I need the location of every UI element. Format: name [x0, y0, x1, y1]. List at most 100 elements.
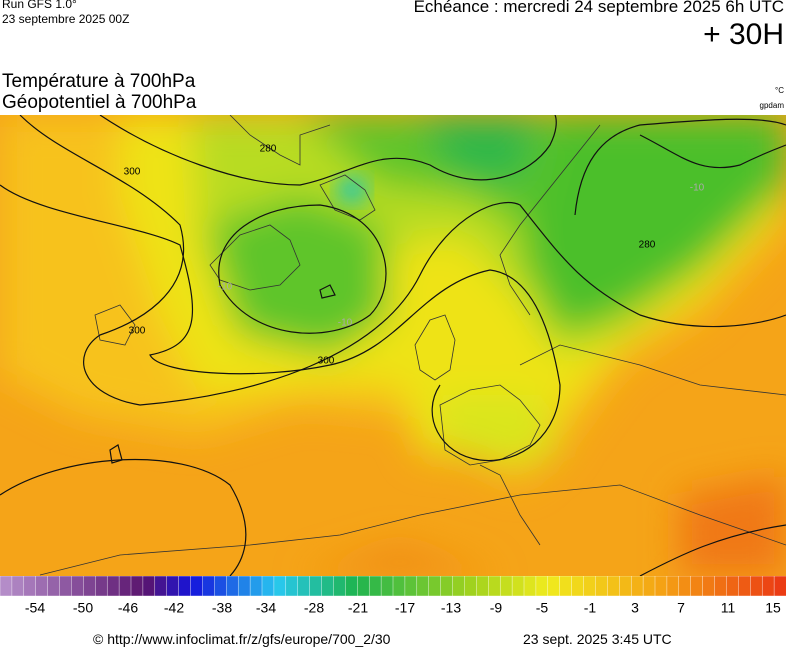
- colorbar: -54 -50 -46 -42 -38 -34 -28 -21 -17 -13 -9 -5 -1 3 7 11…: [0, 576, 786, 616]
- colorbar-label: -50: [73, 600, 93, 616]
- run-label: Run GFS 1.0°: [2, 0, 77, 11]
- color-swatch: [726, 576, 739, 597]
- footer-url: © http://www.infoclimat.fr/z/gfs/europe/…: [93, 631, 391, 647]
- color-swatch: [357, 576, 370, 597]
- colorbar-label: 3: [631, 600, 639, 616]
- title-geopotential: Géopotentiel à 700hPa: [2, 92, 197, 113]
- footer-timestamp: 23 sept. 2025 3:45 UTC: [523, 631, 672, 647]
- color-swatch: [202, 576, 215, 597]
- color-swatch: [71, 576, 84, 597]
- cold-core: [336, 176, 368, 204]
- contour-label: 280: [639, 240, 656, 251]
- color-swatch: [607, 576, 620, 597]
- color-swatch: [464, 576, 477, 597]
- colorbar-label: -38: [212, 600, 232, 616]
- color-swatch: [249, 576, 263, 597]
- color-swatch: [583, 576, 596, 597]
- color-swatch: [595, 576, 608, 597]
- color-swatch: [214, 576, 227, 597]
- color-swatch: [368, 576, 382, 597]
- contour-label: -10: [218, 282, 233, 293]
- color-swatch: [654, 576, 668, 597]
- colorbar-label: -54: [25, 600, 45, 616]
- color-swatch: [11, 576, 25, 597]
- color-swatch: [452, 576, 465, 597]
- color-swatch: [95, 576, 108, 597]
- color-swatch: [619, 576, 632, 597]
- color-swatch: [738, 576, 751, 597]
- color-swatch: [345, 576, 358, 597]
- color-swatch: [416, 576, 430, 597]
- color-swatch: [761, 576, 775, 597]
- geopotential-contours: [0, 115, 786, 576]
- colorbar-label: -46: [118, 600, 138, 616]
- color-swatch: [273, 576, 287, 597]
- color-swatch: [523, 576, 537, 597]
- color-swatch: [59, 576, 72, 597]
- color-swatch: [261, 576, 275, 597]
- lead-time: + 30H: [703, 18, 784, 51]
- contour-label: 300: [318, 356, 335, 367]
- color-swatch: [404, 576, 418, 597]
- color-swatch: [392, 576, 406, 597]
- color-swatch: [285, 576, 299, 597]
- color-swatch: [190, 576, 203, 597]
- color-swatch: [118, 576, 132, 597]
- coastlines: [39, 115, 786, 576]
- color-swatch: [380, 576, 394, 597]
- title-temperature: Température à 700hPa: [2, 71, 196, 92]
- colorbar-label: -5: [536, 600, 549, 616]
- color-swatch: [154, 576, 168, 597]
- colorbar-label: 11: [721, 600, 736, 616]
- color-swatch: [440, 576, 454, 597]
- unit-temperature: °C: [775, 86, 784, 95]
- colorbar-label: -17: [395, 600, 415, 616]
- color-swatch: [535, 576, 549, 597]
- color-swatch: [333, 576, 346, 597]
- color-swatch: [702, 576, 716, 597]
- colorbar-label: -34: [256, 600, 276, 616]
- contour-label: 300: [129, 326, 146, 337]
- color-swatch: [571, 576, 585, 597]
- color-swatch: [476, 576, 489, 597]
- echeance: Echéance : mercredi 24 septembre 2025 6h…: [413, 0, 784, 16]
- colorbar-label: -1: [584, 600, 597, 616]
- contour-label: -10: [690, 183, 705, 194]
- color-swatch: [0, 576, 13, 597]
- color-swatch: [178, 576, 192, 597]
- colorbar-label: -28: [304, 600, 324, 616]
- contour-label: 280: [260, 144, 277, 155]
- color-swatch: [35, 576, 49, 597]
- color-swatch: [559, 576, 573, 597]
- color-swatch: [499, 576, 513, 597]
- colorbar-label: -21: [348, 600, 368, 616]
- contour-label: 300: [124, 167, 141, 178]
- color-swatch: [714, 576, 727, 597]
- color-swatch: [773, 576, 786, 597]
- color-swatch: [130, 576, 144, 597]
- color-swatch: [226, 576, 239, 597]
- unit-geopotential: gpdam: [759, 101, 784, 110]
- color-swatch: [297, 576, 311, 597]
- color-swatch: [237, 576, 251, 597]
- colorbar-label: 15: [765, 600, 781, 616]
- color-swatch: [488, 576, 501, 597]
- color-swatch: [690, 576, 704, 597]
- color-swatch: [511, 576, 525, 597]
- colorbar-label: -42: [164, 600, 184, 616]
- color-swatch: [666, 576, 680, 597]
- colorbar-label: -9: [490, 600, 503, 616]
- color-swatch: [142, 576, 156, 597]
- color-swatch: [321, 576, 334, 597]
- color-swatch: [83, 576, 96, 597]
- map: 300 280 300 300 280 -10 -10 -10: [0, 115, 786, 576]
- run-date: 23 septembre 2025 00Z: [2, 12, 130, 26]
- colorbar-label: -13: [441, 600, 461, 616]
- color-swatch: [547, 576, 561, 597]
- color-swatch: [642, 576, 656, 597]
- color-swatch: [309, 576, 323, 597]
- colorbar-label: 7: [677, 600, 685, 616]
- color-swatch: [23, 576, 37, 597]
- contour-label: -10: [338, 318, 353, 329]
